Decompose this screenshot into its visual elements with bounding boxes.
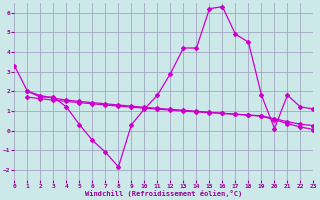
X-axis label: Windchill (Refroidissement éolien,°C): Windchill (Refroidissement éolien,°C) xyxy=(85,190,243,197)
